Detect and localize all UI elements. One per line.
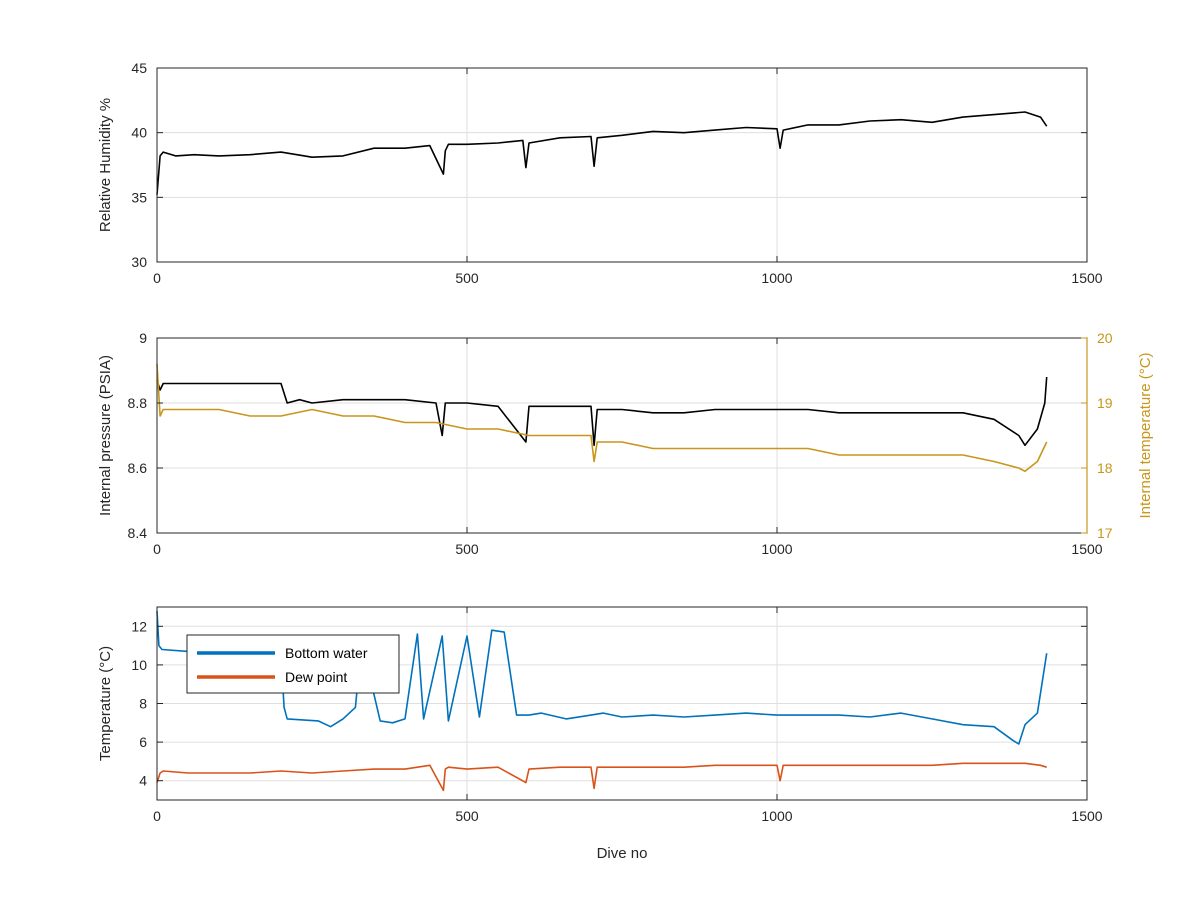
series-line-left [156, 376, 1048, 447]
y-axis-label: Temperature (°C) [97, 646, 114, 761]
right-y-tick-label: 20 [1097, 330, 1113, 346]
x-tick-label: 1000 [761, 541, 792, 557]
x-tick-label: 1000 [761, 270, 792, 286]
right-y-tick-label: 19 [1097, 395, 1113, 411]
legend: Bottom water Dew point [186, 634, 400, 694]
x-tick-label: 1500 [1071, 808, 1102, 824]
pressure-temperature-plot: 0 500 1000 1500 8.4 8.6 8.8 9 17 18 19 20 Internal t… [97, 330, 1154, 557]
y-tick-label: 10 [131, 657, 147, 673]
y-tick-label: 30 [131, 254, 147, 270]
x-tick-label: 1500 [1071, 541, 1102, 557]
legend-label: Bottom water [285, 645, 368, 661]
x-tick-label: 0 [153, 270, 161, 286]
dew-point-series-line [156, 762, 1047, 792]
x-tick-label: 500 [455, 808, 479, 824]
y-axis-label: Internal pressure (PSIA) [97, 355, 114, 516]
y-tick-label: 8.8 [128, 395, 148, 411]
y-tick-label: 4 [139, 773, 147, 789]
bottom-water-series-line [156, 610, 1048, 745]
series-line-right [156, 363, 1048, 473]
x-axis-label: Dive no [597, 845, 648, 862]
y-tick-label: 6 [139, 734, 147, 750]
y-tick-label: 45 [131, 60, 147, 76]
x-tick-label: 1500 [1071, 270, 1102, 286]
x-tick-label: 1000 [761, 808, 792, 824]
water-temperature-plot: 0 500 1000 1500 4 6 8 10 12 Temperature (°C) Dive … [97, 606, 1103, 862]
right-y-tick-label: 17 [1097, 525, 1113, 541]
right-y-tick-label: 18 [1097, 460, 1113, 476]
y-tick-label: 12 [131, 618, 147, 634]
y-tick-label: 35 [131, 189, 147, 205]
y-tick-label: 8 [139, 696, 147, 712]
axes-box [156, 67, 1088, 263]
series-line-0 [156, 111, 1048, 195]
legend-box [186, 634, 400, 694]
legend-label: Dew point [285, 669, 347, 685]
y-tick-label: 40 [131, 125, 147, 141]
y-tick-label: 8.6 [128, 460, 148, 476]
y-tick-label: 9 [139, 330, 147, 346]
axes-box [156, 337, 1088, 534]
humidity-plot: 0 500 1000 1500 30 35 40 45 Relative Humidity % [97, 60, 1103, 286]
x-tick-label: 500 [455, 541, 479, 557]
y-axis-label: Relative Humidity % [97, 98, 114, 232]
right-y-axis-label: Internal temperature (°C) [1137, 352, 1154, 518]
x-tick-label: 0 [153, 808, 161, 824]
x-tick-label: 500 [455, 270, 479, 286]
y-tick-label: 8.4 [128, 525, 148, 541]
x-tick-label: 0 [153, 541, 161, 557]
